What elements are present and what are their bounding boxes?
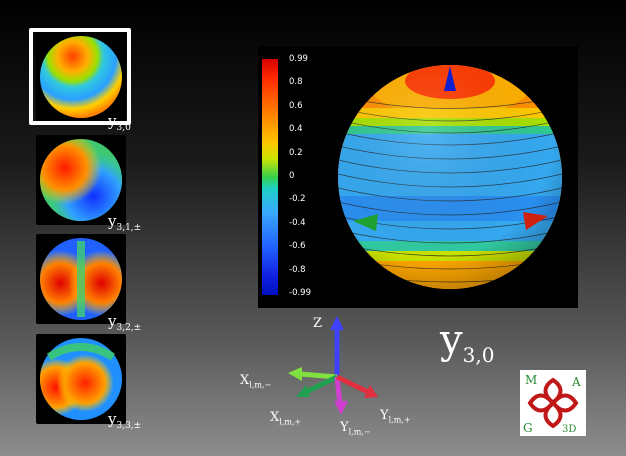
- main-function-label: y3,0: [440, 317, 495, 367]
- sphere-y30-thumb: [40, 36, 122, 118]
- svg-text:G: G: [523, 421, 533, 435]
- sphere-y33-thumb: [40, 338, 122, 420]
- thumb-label-y33: y3,3,±: [108, 410, 142, 431]
- thumbnail-y30[interactable]: [36, 32, 126, 122]
- svg-text:M: M: [525, 373, 537, 387]
- svg-text:A: A: [571, 375, 581, 389]
- colorbar-tick: -0.6: [289, 241, 306, 251]
- colorbar-tick: 0.8: [289, 77, 303, 87]
- axis-label-y-plus: Yl,m,+: [380, 408, 411, 425]
- colorbar-tick: 0: [289, 171, 295, 181]
- thumbnail-y33[interactable]: [36, 334, 126, 424]
- y-axis-arrow-marker: [523, 212, 548, 230]
- axis-label-x-plus: Xl,m,+: [270, 410, 302, 427]
- colorbar-tick: 0.2: [289, 148, 303, 158]
- axis-label-y-minus: Yl,m,−: [340, 420, 371, 437]
- main-sphere-panel[interactable]: [258, 46, 578, 308]
- sphere-y30-main: [338, 65, 562, 289]
- axes-triad: [288, 316, 378, 415]
- colorbar-tick: -0.99: [289, 288, 311, 298]
- colorbar-tick: 0.6: [289, 101, 303, 111]
- sphere-y32-thumb: [40, 238, 122, 320]
- colorbar-tick: -0.2: [289, 194, 306, 204]
- selection-frame: [29, 28, 131, 125]
- colorbar-tick: -0.8: [289, 265, 306, 275]
- mag3d-logo: M A G 3D: [520, 370, 586, 436]
- thumb-label-y30: y3,0: [108, 112, 131, 133]
- axis-label-z: Z: [313, 316, 323, 331]
- x-axis-arrow-marker: [353, 214, 378, 231]
- z-axis-arrow-marker: [444, 66, 456, 91]
- colorbar: [262, 59, 278, 295]
- colorbar-tick: -0.4: [289, 218, 306, 228]
- thumbnail-y32[interactable]: [36, 234, 126, 324]
- colorbar-tick: 0.99: [289, 54, 308, 64]
- sphere-y31-thumb: [40, 139, 122, 221]
- svg-text:3D: 3D: [562, 424, 576, 435]
- colorbar-tick: 0.4: [289, 124, 303, 134]
- axis-label-x-minus: Xl,m,−: [240, 373, 272, 390]
- thumbnail-y31[interactable]: [36, 135, 126, 225]
- thumb-label-y31: y3,1,±: [108, 212, 142, 233]
- thumb-label-y32: y3,2,±: [108, 312, 142, 333]
